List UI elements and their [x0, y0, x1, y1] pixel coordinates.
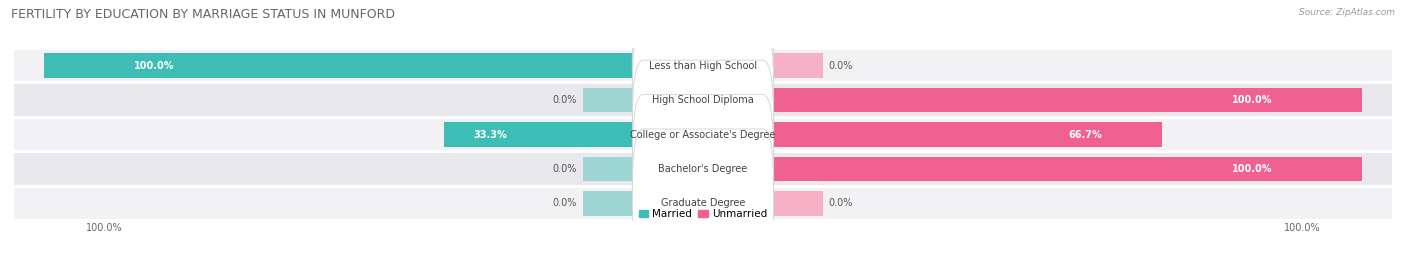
Text: 0.0%: 0.0%: [553, 164, 578, 174]
FancyBboxPatch shape: [633, 60, 773, 209]
Bar: [14, 84, 1392, 116]
FancyBboxPatch shape: [633, 129, 773, 269]
Text: College or Associate's Degree: College or Associate's Degree: [630, 129, 776, 140]
Bar: [583, 191, 643, 216]
Text: 66.7%: 66.7%: [1069, 129, 1102, 140]
Text: FERTILITY BY EDUCATION BY MARRIAGE STATUS IN MUNFORD: FERTILITY BY EDUCATION BY MARRIAGE STATU…: [11, 8, 395, 21]
Text: Source: ZipAtlas.com: Source: ZipAtlas.com: [1299, 8, 1395, 17]
Text: 100.0%: 100.0%: [1232, 95, 1272, 105]
Text: Bachelor's Degree: Bachelor's Degree: [658, 164, 748, 174]
Text: 100.0%: 100.0%: [134, 61, 174, 71]
Text: 33.3%: 33.3%: [474, 129, 508, 140]
Text: 0.0%: 0.0%: [828, 198, 853, 208]
Text: 100.0%: 100.0%: [1232, 164, 1272, 174]
Bar: [14, 119, 1392, 150]
Bar: [14, 50, 1392, 82]
Text: Less than High School: Less than High School: [650, 61, 756, 71]
Bar: [14, 153, 1392, 185]
Bar: [763, 53, 823, 78]
Bar: [763, 157, 1362, 181]
Bar: [763, 88, 1362, 112]
Text: 0.0%: 0.0%: [553, 95, 578, 105]
Bar: [583, 88, 643, 112]
Text: High School Diploma: High School Diploma: [652, 95, 754, 105]
Bar: [14, 187, 1392, 219]
Text: Graduate Degree: Graduate Degree: [661, 198, 745, 208]
Bar: [44, 53, 643, 78]
Bar: [763, 122, 1163, 147]
FancyBboxPatch shape: [633, 0, 773, 140]
Bar: [444, 122, 643, 147]
Legend: Married, Unmarried: Married, Unmarried: [638, 209, 768, 219]
FancyBboxPatch shape: [633, 26, 773, 174]
Text: 0.0%: 0.0%: [828, 61, 853, 71]
Bar: [763, 191, 823, 216]
Bar: [583, 157, 643, 181]
Text: 0.0%: 0.0%: [553, 198, 578, 208]
FancyBboxPatch shape: [633, 95, 773, 243]
